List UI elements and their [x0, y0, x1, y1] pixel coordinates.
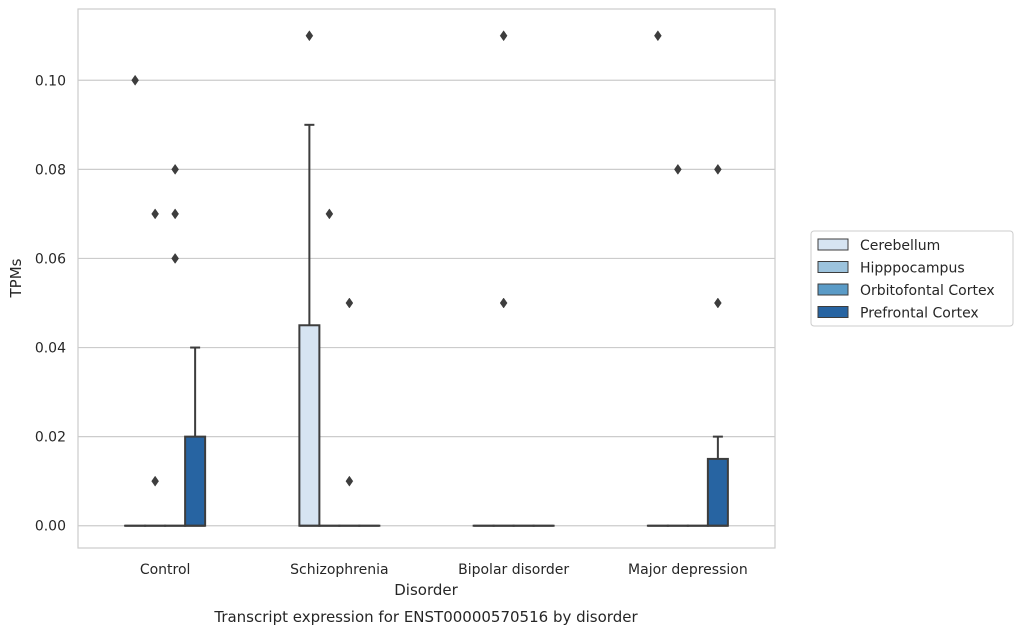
- x-tick-label: Bipolar disorder: [458, 562, 569, 578]
- box: [646, 30, 669, 527]
- outlier-point: [714, 163, 722, 175]
- series-cerebellum: [124, 30, 669, 527]
- legend-label: Prefrontal Cortex: [860, 306, 979, 322]
- y-tick-label: 0.00: [35, 519, 66, 535]
- x-axis-ticks: Control Schizophrenia Bipolar disorder Majo…: [140, 562, 748, 578]
- legend-swatch: [817, 261, 849, 273]
- legend-item: Hipppocampus: [817, 261, 965, 277]
- x-tick-label: Control: [140, 562, 191, 578]
- outlier-point: [674, 163, 682, 175]
- legend-frame: [810, 230, 1014, 327]
- x-axis-label: Disorder: [394, 581, 458, 599]
- box: [706, 163, 729, 527]
- series-hipppocampus: [144, 30, 689, 527]
- legend-label: Hipppocampus: [860, 261, 965, 277]
- y-axis-label: TPMs: [7, 258, 25, 298]
- box-body: [298, 324, 321, 527]
- box: [338, 297, 361, 527]
- y-tick-label: 0.08: [35, 162, 66, 178]
- outlier-point: [325, 208, 334, 220]
- legend-item: Cerebellum: [817, 238, 940, 254]
- series-prefrontal-cortex: [184, 163, 729, 527]
- plot-area: [77, 8, 776, 549]
- box: [318, 208, 341, 527]
- outlier-point: [345, 297, 354, 309]
- box: [666, 163, 689, 527]
- series-orbitofontal-cortex: [164, 163, 709, 527]
- box: [298, 30, 321, 527]
- legend-item: Orbitofontal Cortex: [817, 283, 995, 299]
- outlier-point: [714, 297, 722, 309]
- legend-item: Prefrontal Cortex: [817, 306, 979, 322]
- x-tick-label: Schizophrenia: [290, 562, 388, 578]
- legend-label: Cerebellum: [860, 238, 940, 254]
- outlier-point: [131, 74, 139, 86]
- outlier-point: [171, 208, 179, 220]
- box: [184, 346, 207, 527]
- outlier-point: [499, 30, 508, 42]
- y-tick-label: 0.10: [35, 73, 66, 89]
- y-tick-label: 0.04: [35, 341, 66, 357]
- legend-label: Orbitofontal Cortex: [860, 283, 995, 299]
- chart-caption: Transcript expression for ENST0000057051…: [213, 608, 638, 626]
- box-series: [124, 30, 729, 527]
- box: [164, 163, 187, 527]
- outlier-point: [345, 475, 354, 487]
- outlier-point: [305, 30, 314, 42]
- outlier-point: [151, 475, 159, 487]
- outlier-point: [151, 208, 159, 220]
- outlier-point: [499, 297, 508, 309]
- legend-swatch: [817, 306, 849, 318]
- grid-lines: [78, 79, 775, 527]
- legend: Cerebellum Hipppocampus Orbitofontal Corte…: [810, 230, 1014, 327]
- outlier-point: [171, 253, 179, 264]
- box-body: [706, 457, 729, 527]
- legend-swatch: [817, 283, 849, 296]
- legend-swatch: [817, 238, 849, 251]
- box: [124, 74, 147, 527]
- y-tick-label: 0.02: [35, 430, 66, 446]
- y-tick-label: 0.06: [35, 251, 66, 267]
- box-body: [184, 435, 207, 527]
- x-tick-label: Major depression: [628, 562, 748, 578]
- box: [492, 30, 515, 527]
- outlier-point: [654, 30, 662, 42]
- box: [144, 208, 167, 527]
- y-axis-ticks: 0.00 0.02 0.04 0.06 0.08 0.10: [35, 73, 66, 534]
- outlier-point: [171, 163, 179, 175]
